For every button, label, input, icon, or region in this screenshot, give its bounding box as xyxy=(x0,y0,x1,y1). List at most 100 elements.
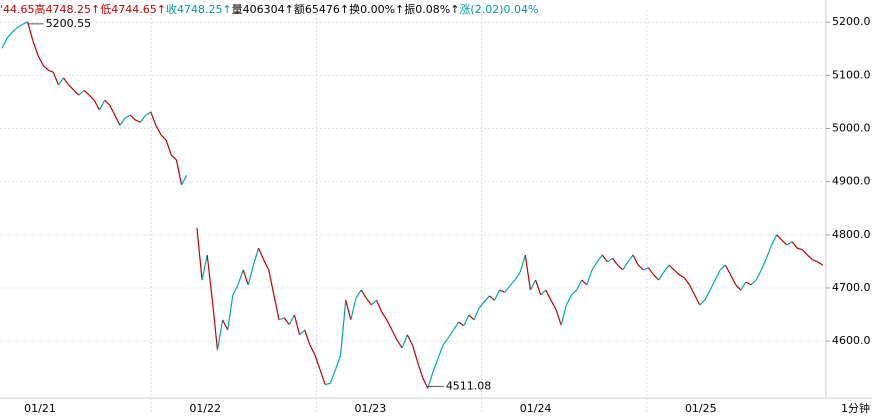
price-segment xyxy=(227,294,234,331)
price-segment xyxy=(437,344,444,359)
price-segment xyxy=(647,267,655,276)
price-segment xyxy=(694,294,701,306)
price-segment xyxy=(293,314,301,335)
price-segment xyxy=(514,271,521,281)
price-segment xyxy=(329,369,337,384)
price-segment xyxy=(704,289,711,301)
price-segment xyxy=(688,284,696,296)
price-segment xyxy=(781,239,788,246)
price-segment xyxy=(458,321,465,327)
price-segment xyxy=(499,289,506,293)
price-segment xyxy=(273,294,280,320)
price-segment xyxy=(509,279,516,287)
y-tick-label: 4900.0 xyxy=(832,175,871,188)
price-segment xyxy=(468,314,475,321)
price-segment xyxy=(452,321,460,331)
price-segment xyxy=(550,299,557,311)
annotation-leader xyxy=(427,385,444,389)
price-segment xyxy=(678,274,685,279)
price-segment xyxy=(124,114,131,119)
price-segment xyxy=(755,269,762,281)
price-segment xyxy=(447,329,454,339)
price-segment xyxy=(683,277,690,286)
price-segment xyxy=(283,317,290,326)
price-segment xyxy=(729,274,737,286)
price-segment xyxy=(571,289,578,296)
price-segment xyxy=(278,317,285,321)
price-segment xyxy=(540,289,547,296)
price-segment xyxy=(632,254,639,266)
price-segment xyxy=(658,271,665,281)
price-segment xyxy=(709,279,716,291)
price-segment xyxy=(591,261,598,271)
annotation-leader xyxy=(27,21,44,25)
price-segment xyxy=(360,289,367,299)
header: '44.65高4748.25↑低4744.65↑收4748.25↑量406304… xyxy=(0,2,538,16)
price-segment xyxy=(22,21,28,25)
price-segment xyxy=(765,244,773,259)
price-segment xyxy=(27,21,34,41)
price-segment xyxy=(555,309,562,326)
header-item: 量406304↑额65476↑换0.00%↑振0.08%↑ xyxy=(232,2,460,16)
price-segment xyxy=(524,254,532,291)
y-tick-label: 4600.0 xyxy=(832,334,871,347)
x-label: 01/25 xyxy=(685,402,717,415)
price-segment xyxy=(668,264,675,271)
price-segment xyxy=(299,329,306,336)
price-segment xyxy=(427,371,434,389)
price-segment xyxy=(288,314,295,325)
price-segment xyxy=(776,234,783,241)
price-segment xyxy=(319,369,326,385)
price-segment xyxy=(32,40,39,56)
price-segment xyxy=(596,254,603,263)
price-segment xyxy=(529,279,537,291)
price-segment xyxy=(504,285,511,293)
price-segment xyxy=(432,357,439,373)
price-segment xyxy=(370,299,377,306)
price-segment xyxy=(612,257,619,266)
price-segment xyxy=(365,297,372,306)
price-segment xyxy=(63,77,70,86)
y-tick-label: 5100.0 xyxy=(832,68,871,81)
price-segment xyxy=(807,254,814,261)
price-segment xyxy=(52,71,59,86)
price-segment xyxy=(83,89,90,96)
price-segment xyxy=(760,257,767,271)
price-segment xyxy=(396,339,403,349)
price-segment xyxy=(242,269,249,285)
price-segment xyxy=(719,264,726,271)
price-segment xyxy=(386,319,393,331)
price-segment xyxy=(422,377,429,389)
price-segment xyxy=(181,175,188,186)
price-segment xyxy=(237,269,244,285)
price-segment xyxy=(263,259,270,271)
x-label: 01/21 xyxy=(24,402,56,415)
price-segment xyxy=(135,119,141,123)
price-segment xyxy=(160,134,167,141)
price-segment xyxy=(257,247,265,261)
price-segment xyxy=(714,269,721,281)
price-segment xyxy=(786,241,793,246)
price-segment xyxy=(576,279,583,291)
price-segment xyxy=(489,295,495,301)
price-segment xyxy=(88,94,95,101)
price-segment xyxy=(268,269,275,296)
price-segment xyxy=(150,111,157,126)
header-item: 低4744.65↑ xyxy=(100,3,166,16)
price-segment xyxy=(216,319,224,351)
price-segment xyxy=(391,329,398,341)
price-segment xyxy=(340,300,347,356)
price-segment xyxy=(607,257,613,263)
price-segment xyxy=(627,254,634,263)
price-segment xyxy=(663,264,670,273)
price-segment xyxy=(325,382,331,386)
price-segment xyxy=(637,264,644,271)
price-segment xyxy=(545,289,552,301)
price-segment xyxy=(406,334,413,346)
price-segment xyxy=(47,69,54,73)
x-label: 01/23 xyxy=(355,402,387,415)
price-segment xyxy=(740,281,747,291)
price-segment xyxy=(416,361,424,378)
price-segment xyxy=(119,117,126,126)
price-segment xyxy=(493,289,501,301)
